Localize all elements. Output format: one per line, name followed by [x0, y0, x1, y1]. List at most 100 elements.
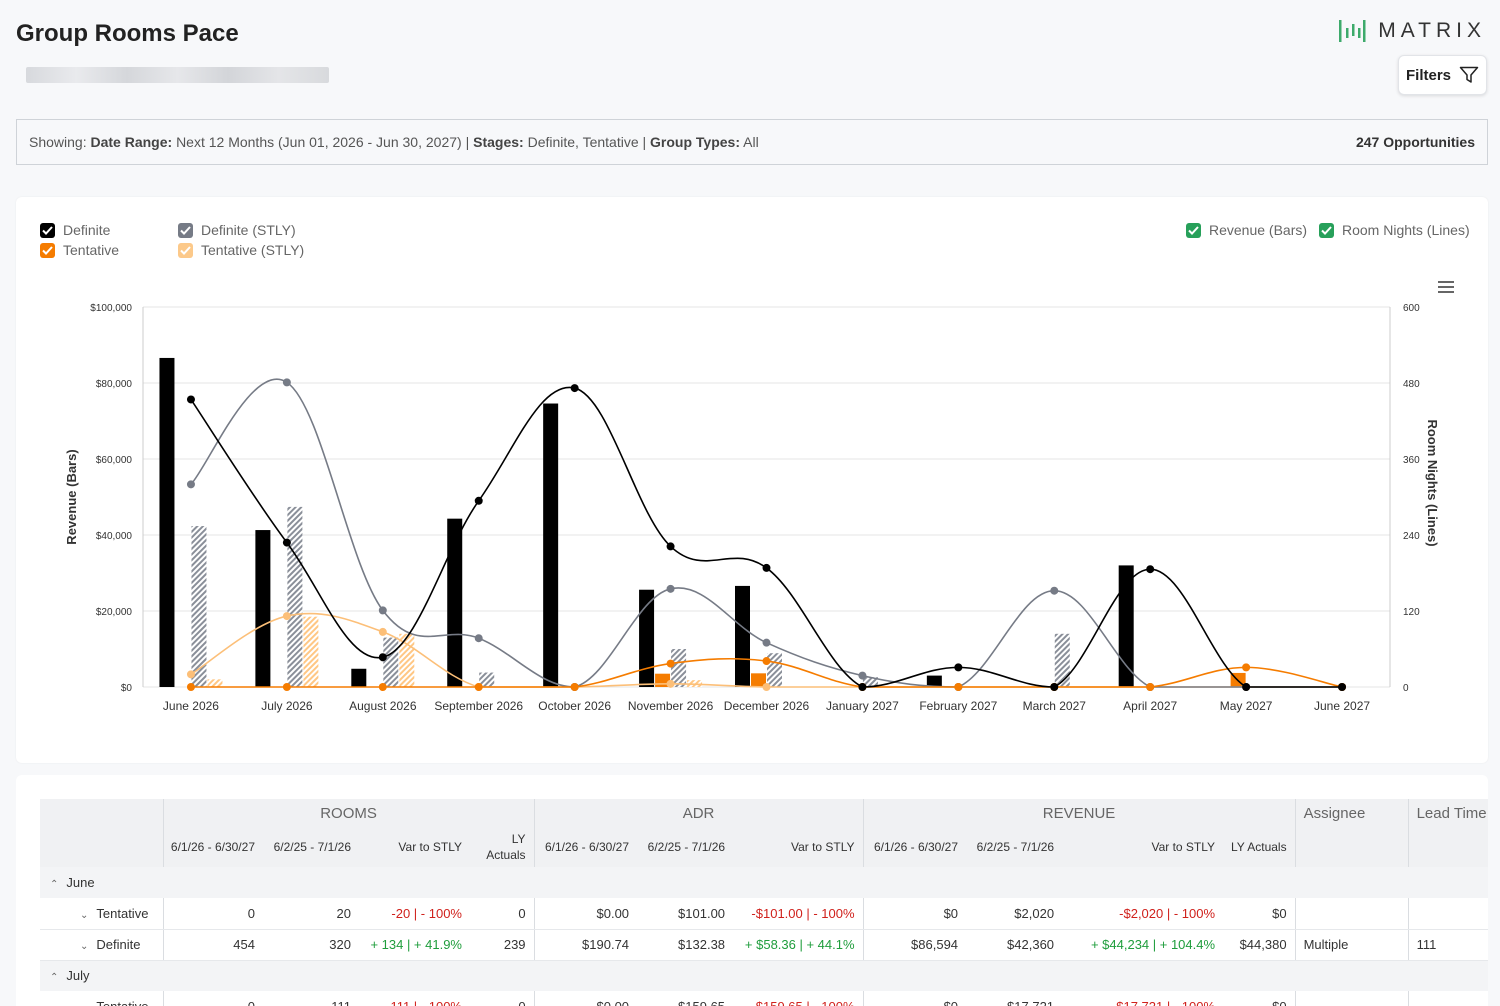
- table-cell: $159.65: [637, 991, 734, 1006]
- table-cell: $42,360: [966, 929, 1063, 961]
- point-definite: [1146, 565, 1155, 574]
- legend-tentative[interactable]: Tentative: [40, 242, 119, 258]
- y-right-tick-label: 600: [1403, 303, 1420, 314]
- rooms-ly-actuals-header[interactable]: LY Actuals: [470, 827, 535, 867]
- row-label: Definite: [96, 937, 141, 952]
- table-cell: $0.00: [534, 898, 638, 930]
- x-tick-label: March 2027: [1023, 699, 1087, 713]
- table-cell: 454: [163, 929, 263, 961]
- table-cell: $2,020: [966, 898, 1063, 930]
- filters-label: Filters: [1405, 66, 1451, 84]
- point-definite-stly: [282, 378, 291, 387]
- table-cell: 320: [263, 929, 359, 961]
- revenue-var-header[interactable]: Var to STLY: [1062, 827, 1224, 867]
- revenue-ly-header[interactable]: 6/2/25 - 7/1/26: [966, 827, 1063, 867]
- redacted-subtitle: [26, 67, 329, 83]
- point-tentative: [378, 683, 387, 691]
- matrix-logo: MATRIX: [1338, 18, 1486, 44]
- bar-definite: [543, 403, 559, 687]
- point-definite-stly: [1050, 586, 1059, 595]
- line-definite: [190, 386, 1343, 688]
- table-cell: -$17,721 | - 100%: [1062, 991, 1224, 1006]
- chevron-down-icon[interactable]: ⌄: [80, 1003, 88, 1006]
- adr-cur-header[interactable]: 6/1/26 - 6/30/27: [534, 827, 638, 867]
- revenue-ly-actuals-header[interactable]: LY Actuals: [1223, 827, 1296, 867]
- bar-definite: [639, 589, 655, 687]
- table-cell: [1408, 991, 1489, 1006]
- table-cell: [1295, 898, 1409, 930]
- rooms-ly-header[interactable]: 6/2/25 - 7/1/26: [263, 827, 359, 867]
- checkbox-checked-icon: [178, 242, 193, 258]
- table-cell: $0: [1223, 991, 1296, 1006]
- assignee-header[interactable]: Assignee: [1295, 799, 1409, 867]
- section-row[interactable]: ⌃ July: [40, 960, 1489, 991]
- bar-definite-stly: [671, 649, 687, 687]
- adr-ly-header[interactable]: 6/2/25 - 7/1/26: [637, 827, 734, 867]
- toggle-room-nights-lines[interactable]: Room Nights (Lines): [1319, 222, 1470, 238]
- matrix-logo-icon: [1339, 20, 1366, 42]
- table-cell: + $44,234 | + 104.4%: [1062, 929, 1224, 961]
- point-definite: [666, 542, 675, 551]
- bar-definite-stly: [1054, 633, 1070, 687]
- point-definite: [954, 663, 963, 672]
- y-left-tick-label: $40,000: [96, 531, 133, 542]
- chevron-down-icon[interactable]: ⌄: [80, 909, 89, 921]
- bar-definite: [447, 518, 463, 687]
- point-tentative: [570, 683, 579, 691]
- bar-definite: [926, 675, 942, 687]
- checkbox-checked-icon: [40, 242, 55, 258]
- table-cell: -20 | - 100%: [359, 898, 470, 930]
- chevron-up-icon[interactable]: ⌃: [50, 972, 59, 984]
- point-definite: [762, 563, 771, 572]
- table-cell: $0: [1223, 898, 1296, 930]
- bar-definite-stly: [862, 677, 878, 687]
- blank-header: [40, 799, 164, 827]
- table-cell: -$2,020 | - 100%: [1062, 898, 1224, 930]
- point-tentative-stly: [282, 612, 291, 621]
- table-cell: $17,721: [966, 991, 1063, 1006]
- chart-menu-icon[interactable]: [1438, 281, 1454, 295]
- x-tick-label: February 2027: [919, 699, 997, 713]
- toggle-revenue-bars[interactable]: Revenue (Bars): [1186, 222, 1307, 238]
- y-left-axis-label: Revenue (Bars): [64, 449, 79, 544]
- chevron-down-icon[interactable]: ⌄: [80, 941, 89, 952]
- table-card: ROOMS ADR REVENUE Assignee Lead Time 6/1…: [16, 775, 1489, 1006]
- table-cell: [1408, 898, 1489, 930]
- point-definite-stly: [474, 634, 483, 643]
- revenue-cur-header[interactable]: 6/1/26 - 6/30/27: [863, 827, 967, 867]
- lead-time-header[interactable]: Lead Time: [1408, 799, 1489, 867]
- table-cell: 0: [163, 898, 263, 930]
- rooms-cur-header[interactable]: 6/1/26 - 6/30/27: [163, 827, 263, 867]
- point-definite-stly: [186, 480, 195, 489]
- x-tick-label: August 2026: [349, 699, 417, 713]
- y-right-tick-label: 0: [1403, 683, 1409, 694]
- bar-definite: [1118, 565, 1134, 687]
- chevron-up-icon[interactable]: ⌃: [50, 879, 59, 890]
- legend-definite-stly[interactable]: Definite (STLY): [178, 222, 296, 238]
- rooms-var-header[interactable]: Var to STLY: [359, 827, 470, 867]
- y-right-axis-label: Room Nights (Lines): [1425, 419, 1440, 546]
- point-definite: [378, 653, 387, 662]
- y-left-tick-label: $100,000: [90, 303, 132, 314]
- point-tentative: [186, 683, 195, 691]
- legend-tentative-stly[interactable]: Tentative (STLY): [178, 242, 304, 258]
- table-cell: $132.38: [637, 929, 734, 961]
- section-label: July: [66, 968, 90, 984]
- filter-summary-text: Showing: Date Range: Next 12 Months (Jun…: [29, 134, 759, 150]
- legend-definite[interactable]: Definite: [40, 222, 110, 238]
- section-row[interactable]: ⌃ June: [40, 867, 1489, 898]
- bar-definite-stly: [383, 637, 399, 687]
- table-cell: + 134 | + 41.9%: [359, 929, 470, 961]
- bar-definite-stly: [479, 672, 495, 687]
- adr-var-header[interactable]: Var to STLY: [733, 827, 864, 867]
- point-tentative: [474, 683, 483, 691]
- x-tick-label: May 2027: [1220, 699, 1273, 713]
- x-tick-label: April 2027: [1123, 699, 1177, 713]
- filters-button[interactable]: Filters: [1398, 55, 1487, 95]
- table-cell: 0: [470, 898, 535, 930]
- point-tentative: [954, 683, 963, 691]
- checkbox-checked-icon: [40, 222, 55, 238]
- table-row: ⌄ Definite 454 320 + 134 | + 41.9% 239 $190.74…: [40, 929, 1489, 961]
- point-definite: [858, 683, 867, 691]
- y-left-tick-label: $0: [121, 683, 133, 694]
